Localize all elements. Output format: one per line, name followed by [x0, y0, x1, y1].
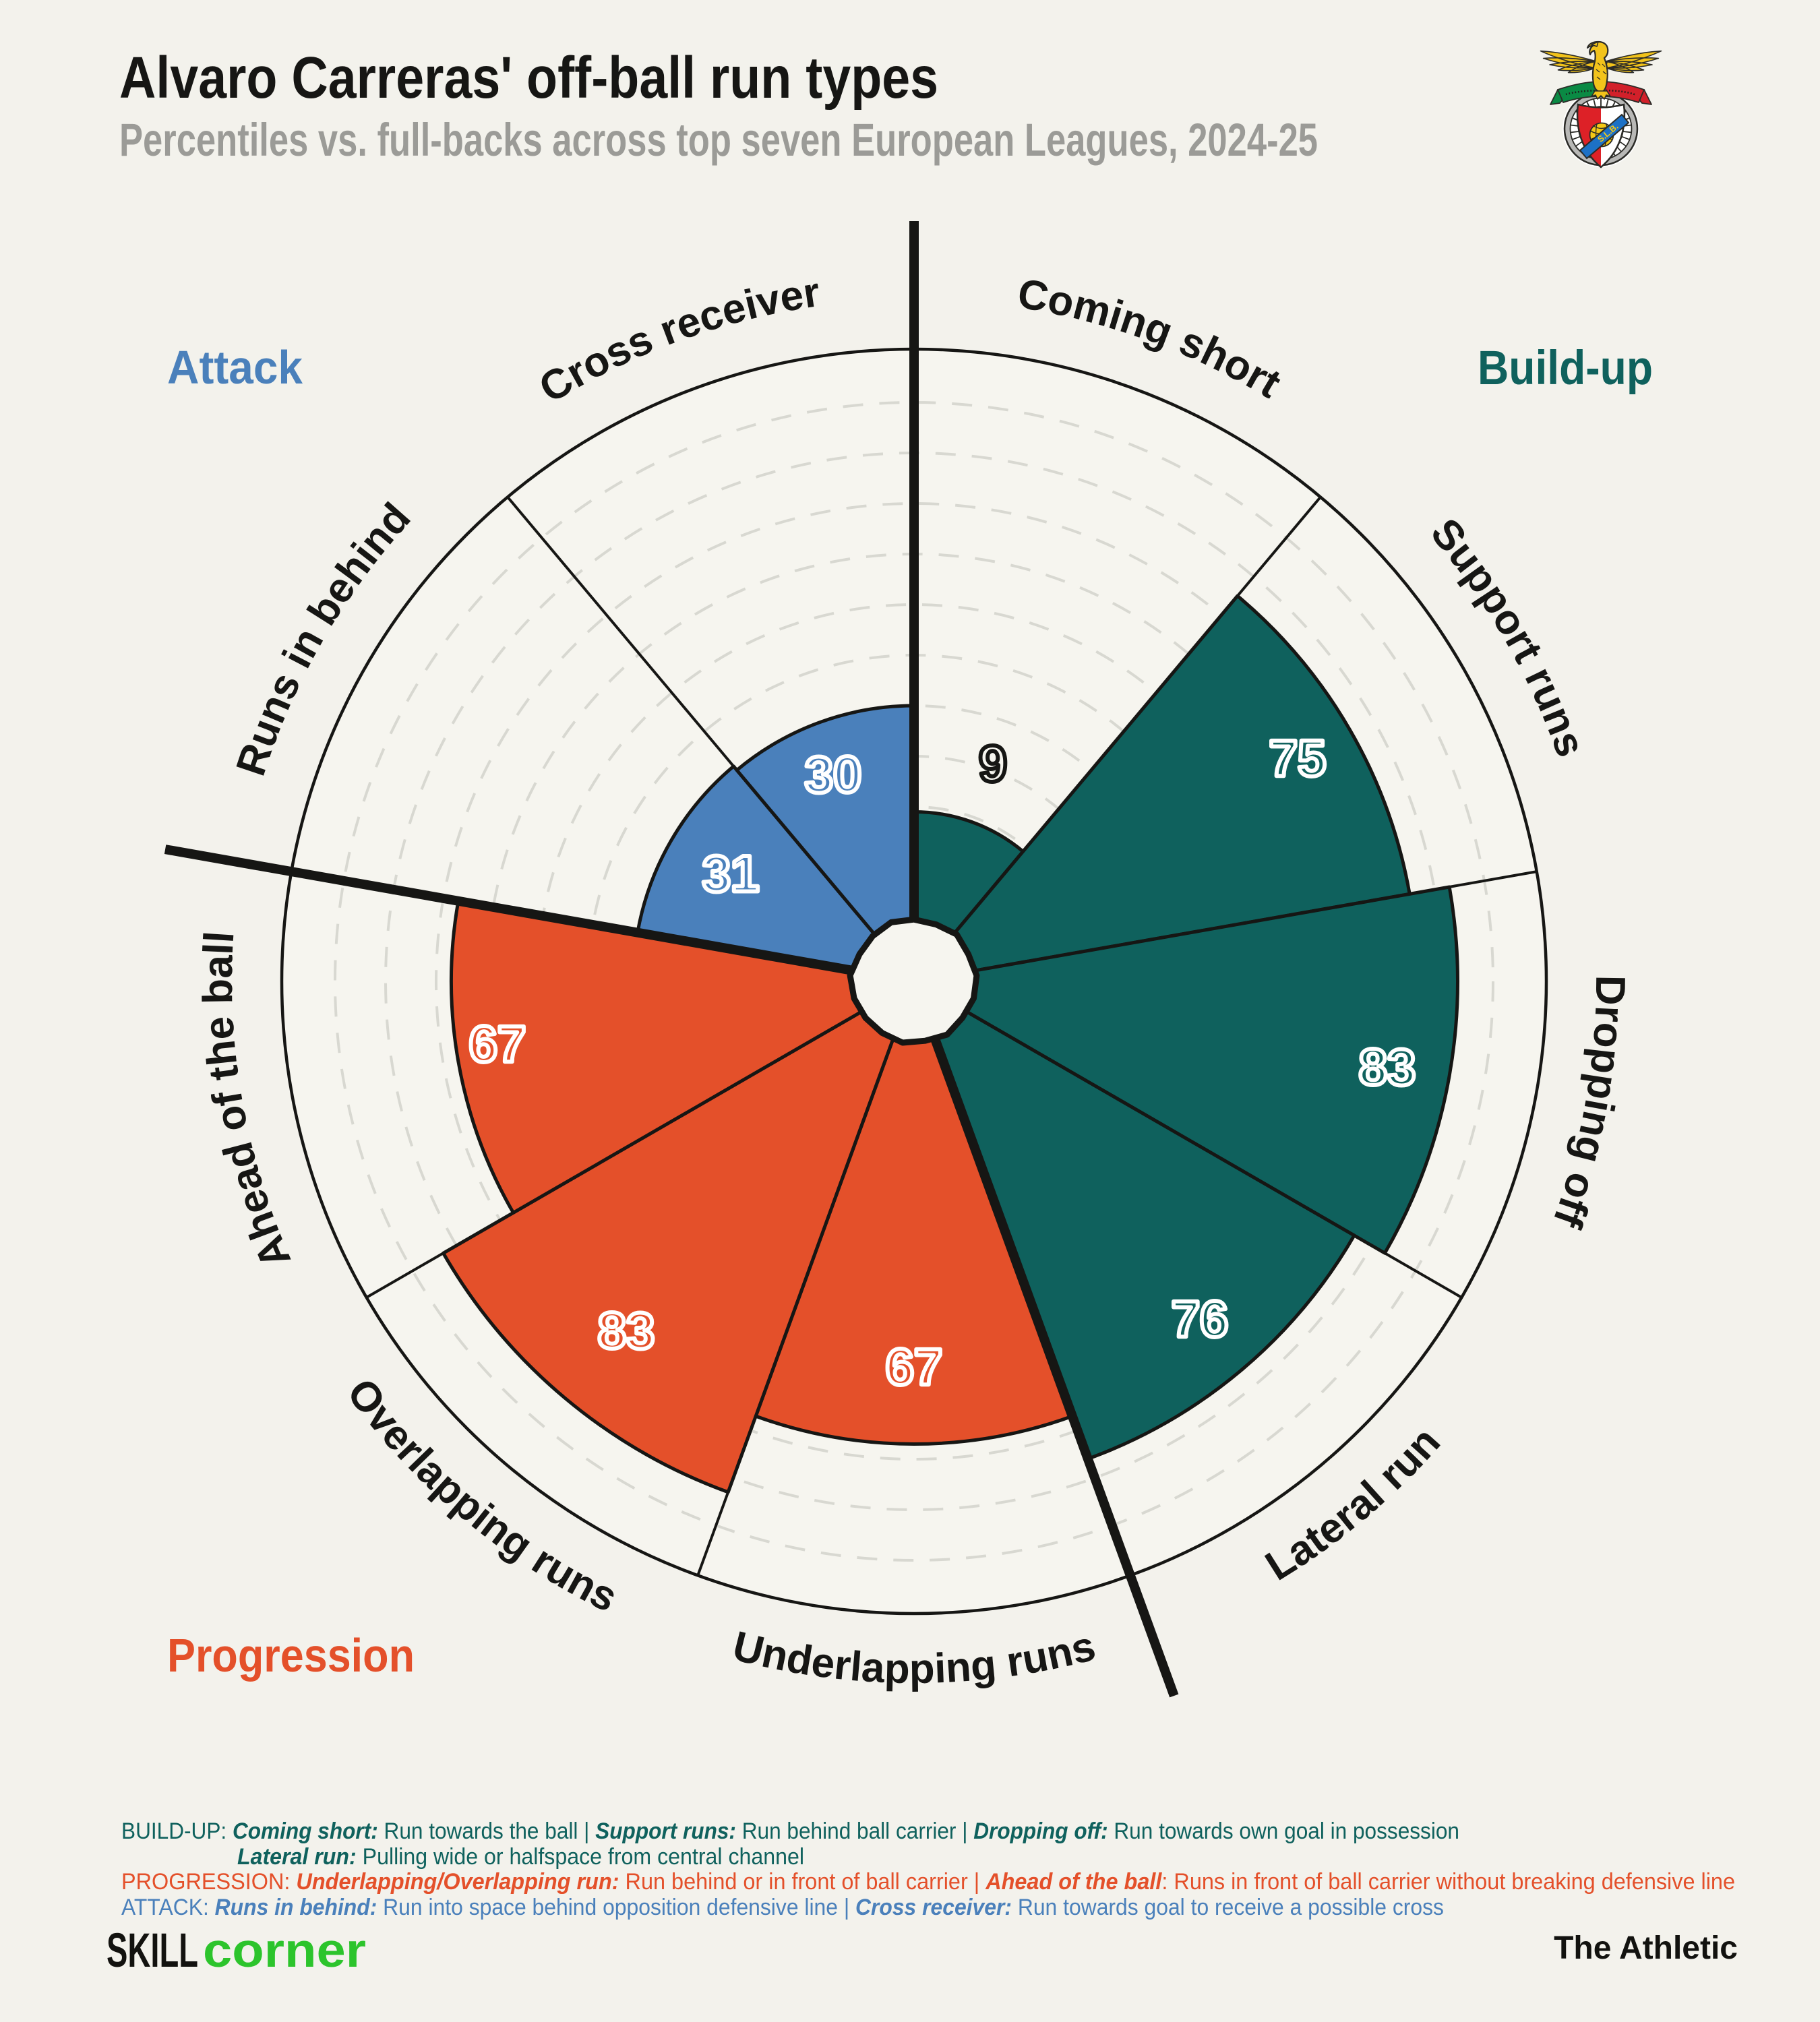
svg-text:Attack: Attack — [167, 341, 303, 394]
svg-text:Lateral run: Pulling wide or h: Lateral run: Pulling wide or halfspace f… — [237, 1844, 804, 1870]
svg-text:corner: corner — [203, 1924, 366, 1978]
svg-text:83: 83 — [598, 1303, 655, 1360]
svg-text:The Athletic: The Athletic — [1554, 1930, 1738, 1966]
svg-text:Build-up: Build-up — [1478, 342, 1653, 395]
svg-text:31: 31 — [702, 846, 760, 903]
svg-text:Percentiles vs. full-backs acr: Percentiles vs. full-backs across top se… — [119, 114, 1318, 166]
svg-text:Alvaro Carreras' off-ball run: Alvaro Carreras' off-ball run types — [119, 45, 938, 111]
svg-text:ATTACK: Runs in behind: Run in: ATTACK: Runs in behind: Run into space b… — [121, 1895, 1444, 1920]
svg-text:Progression: Progression — [167, 1629, 415, 1682]
svg-text:SKILL: SKILL — [107, 1924, 198, 1978]
svg-text:BUILD-UP: Coming short: Run to: BUILD-UP: Coming short: Run towards the … — [121, 1818, 1459, 1844]
svg-text:9: 9 — [979, 736, 1007, 793]
svg-text:PROGRESSION: Underlapping/Over: PROGRESSION: Underlapping/Overlapping ru… — [121, 1869, 1735, 1895]
svg-text:30: 30 — [805, 747, 862, 804]
svg-text:83: 83 — [1359, 1039, 1416, 1097]
svg-text:67: 67 — [469, 1016, 526, 1074]
svg-text:67: 67 — [886, 1339, 943, 1397]
svg-text:76: 76 — [1172, 1291, 1229, 1349]
svg-text:75: 75 — [1269, 731, 1327, 788]
